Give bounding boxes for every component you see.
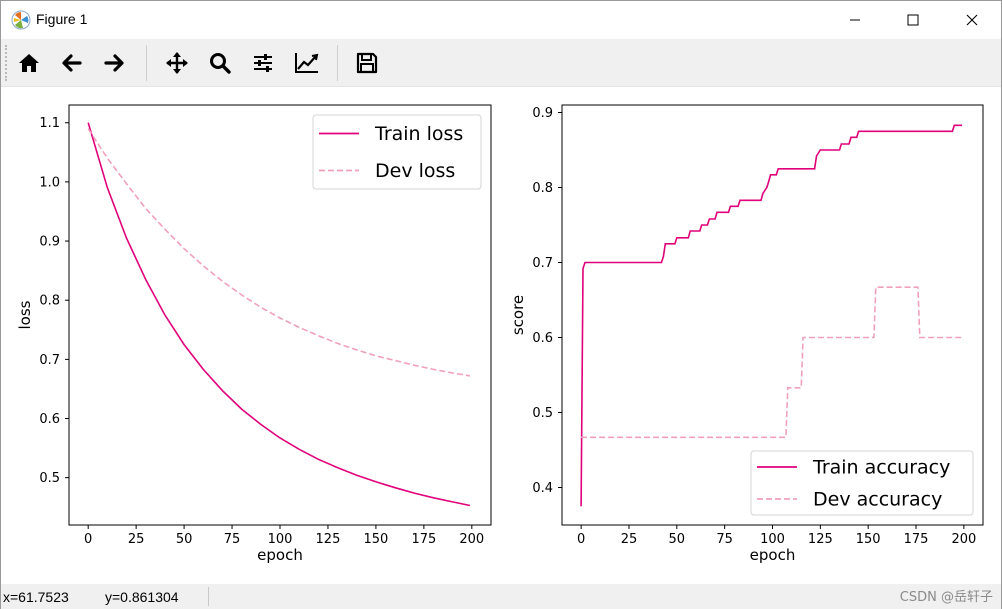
x-tick-label: 100 — [760, 532, 785, 547]
subplots-button[interactable] — [247, 47, 279, 79]
save-button[interactable] — [351, 47, 383, 79]
y-coordinate-readout: y=0.861304 — [105, 589, 179, 605]
app-icon — [11, 10, 31, 30]
figure-canvas[interactable]: 0 25 50 75 100 125 150 175 200 0.5 0.6 0.7 0.8 0.9 1.0… — [1, 88, 1001, 584]
toolbar-separator — [337, 45, 338, 81]
maximize-icon — [907, 14, 919, 26]
y-tick-label: 0.4 — [532, 481, 553, 496]
y-tick-label: 0.8 — [532, 181, 553, 196]
back-button[interactable] — [56, 47, 88, 79]
close-icon — [966, 14, 978, 26]
legend: Train loss Dev loss — [312, 114, 482, 190]
x-tick-label: 50 — [669, 532, 686, 547]
zoom-button[interactable] — [204, 47, 236, 79]
toolbar-separator — [146, 45, 147, 81]
x-axis-label: epoch — [750, 546, 796, 564]
toolbar-grip[interactable] — [5, 45, 7, 81]
y-axis-label: loss — [16, 300, 34, 329]
maximize-button[interactable] — [890, 1, 936, 39]
x-tick-label: 0 — [577, 532, 585, 547]
window-title: Figure 1 — [36, 11, 88, 27]
arrow-right-icon — [104, 54, 124, 72]
legend-box — [750, 450, 974, 516]
x-tick-label: 50 — [176, 532, 193, 547]
home-icon — [19, 54, 39, 72]
move-icon — [166, 52, 188, 74]
toolbar — [1, 39, 1001, 87]
series-line-dev-loss — [87, 128, 471, 377]
watermark: CSDN @岳轩子 — [899, 590, 993, 605]
x-tick-label: 175 — [411, 532, 436, 547]
close-button[interactable] — [949, 1, 995, 39]
y-tick-label: 1.0 — [39, 175, 60, 190]
x-tick-label: 200 — [951, 532, 976, 547]
x-tick-label: 25 — [128, 532, 145, 547]
x-tick-label: 150 — [363, 532, 388, 547]
chart-1: 0 25 50 75 100 125 150 175 200 0.5 0.6 0.7 0.8 0.9 1.0… — [16, 104, 492, 564]
legend-label: Train loss — [374, 123, 463, 145]
status-bar: x=61.7523 y=0.861304 CSDN @岳轩子 — [1, 584, 1001, 609]
home-button[interactable] — [13, 47, 45, 79]
minimize-button[interactable] — [832, 1, 878, 39]
x-axis-label: epoch — [257, 546, 303, 564]
axes-button[interactable] — [290, 47, 322, 79]
chart-2: 0 25 50 75 100 125 150 175 200 0.4 0.5 0.6 0.7 0.8 0.9… — [509, 104, 984, 564]
y-tick-label: 1.1 — [39, 116, 60, 131]
series-line-train-accuracy — [580, 124, 962, 507]
legend-label: Dev loss — [375, 160, 455, 182]
title-bar: Figure 1 — [1, 1, 1001, 39]
x-tick-label: 100 — [268, 532, 293, 547]
sliders-icon — [254, 54, 272, 72]
y-tick-label: 0.7 — [39, 353, 60, 368]
x-tick-label: 175 — [904, 532, 929, 547]
figure-svg[interactable]: 0 25 50 75 100 125 150 175 200 0.5 0.6 0.7 0.8 0.9 1.0… — [1, 88, 1001, 584]
y-tick-label: 0.9 — [39, 235, 60, 250]
series-line-train-loss — [87, 122, 471, 507]
x-tick-label: 25 — [621, 532, 638, 547]
minimize-icon — [850, 19, 860, 21]
legend-label: Train accuracy — [812, 457, 950, 479]
y-tick-label: 0.9 — [532, 106, 553, 121]
x-tick-label: 125 — [316, 532, 341, 547]
forward-button[interactable] — [98, 47, 130, 79]
x-tick-label: 125 — [808, 532, 833, 547]
line-chart-icon — [295, 53, 319, 73]
y-tick-label: 0.7 — [532, 256, 553, 271]
y-tick-label: 0.6 — [39, 412, 60, 427]
legend-label: Dev accuracy — [813, 489, 942, 511]
y-tick-label: 0.8 — [39, 294, 60, 309]
floppy-disk-icon — [356, 52, 378, 74]
legend: Train accuracy Dev accuracy — [750, 450, 974, 516]
series-line-dev-accuracy — [581, 286, 962, 439]
y-tick-label: 0.6 — [532, 331, 553, 346]
pan-button[interactable] — [161, 47, 193, 79]
x-tick-label: 200 — [459, 532, 484, 547]
status-separator — [208, 587, 209, 606]
y-tick-label: 0.5 — [532, 406, 553, 421]
x-tick-label: 75 — [224, 532, 241, 547]
y-axis-label: score — [509, 295, 527, 335]
x-coordinate-readout: x=61.7523 — [3, 589, 69, 605]
magnifier-icon — [210, 53, 231, 74]
x-tick-label: 150 — [856, 532, 881, 547]
x-tick-label: 75 — [716, 532, 733, 547]
y-tick-label: 0.5 — [39, 471, 60, 486]
x-tick-label: 0 — [84, 532, 92, 547]
arrow-left-icon — [62, 54, 82, 72]
